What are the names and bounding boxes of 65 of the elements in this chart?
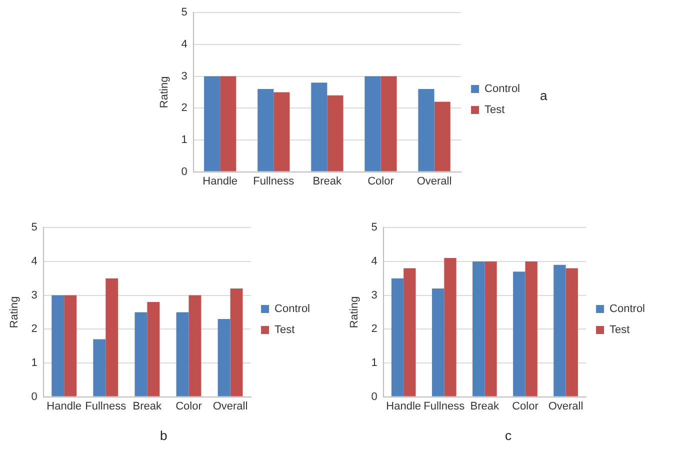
bar (134, 312, 148, 396)
x-tick-label: Color (512, 400, 539, 412)
y-tick-label: 3 (371, 289, 378, 302)
y-tick-label: 0 (181, 166, 188, 178)
x-tick-label: Handle (46, 400, 82, 412)
x-tick-label: Color (176, 400, 202, 412)
y-tick-label: 1 (371, 356, 378, 369)
text: a (540, 88, 548, 103)
y-tick-label: 1 (31, 356, 38, 369)
bar (230, 288, 243, 396)
y-tick-label: 2 (31, 323, 38, 336)
bar (434, 102, 450, 172)
y-axis-title: Rating (8, 296, 21, 328)
y-tick-label: 5 (371, 222, 378, 234)
x-tick-label: Overall (548, 400, 584, 412)
bar (64, 295, 77, 396)
y-tick-label: 5 (181, 6, 188, 19)
x-tick-label: Break (312, 175, 342, 188)
bar (258, 89, 274, 172)
x-tick-label: Handle (386, 400, 422, 412)
y-tick-label: 2 (371, 323, 378, 336)
y-tick-label: 1 (181, 134, 188, 146)
bar (311, 82, 328, 172)
y-tick-label: 3 (181, 70, 188, 82)
x-tick-label: Fullness (424, 400, 466, 412)
y-tick-label: 2 (181, 102, 188, 114)
y-tick-label: 4 (371, 255, 378, 268)
x-tick-label: Fullness (85, 400, 127, 412)
bar (147, 302, 160, 396)
legend-label: Test (274, 324, 295, 336)
text: b (160, 428, 168, 443)
bar (380, 76, 397, 172)
bar (106, 278, 118, 396)
legend-label: Control (610, 303, 646, 316)
x-tick-label: Overall (416, 175, 452, 188)
bar (220, 76, 236, 172)
x-tick-label: Break (470, 400, 500, 412)
y-tick-label: 0 (31, 390, 38, 403)
bar (52, 295, 64, 396)
bar (364, 76, 381, 172)
bar (188, 295, 202, 396)
legend-label: Control (274, 303, 310, 316)
y-tick-label: 4 (31, 255, 38, 268)
bar (274, 92, 290, 172)
y-tick-label: 4 (181, 38, 188, 50)
y-tick-label: 3 (31, 289, 38, 302)
x-tick-label: Break (132, 400, 162, 412)
y-tick-label: 5 (31, 222, 38, 234)
text: c (505, 428, 512, 443)
x-tick-label: Color (368, 175, 394, 188)
bar (327, 95, 344, 172)
x-tick-label: Handle (202, 175, 238, 188)
bar (93, 339, 106, 396)
legend-label: Test (610, 324, 630, 336)
y-tick-label: 0 (371, 390, 378, 403)
legend-label: Test (484, 104, 505, 116)
bar (418, 89, 434, 172)
x-tick-label: Fullness (253, 175, 295, 188)
x-tick-label: Overall (212, 400, 248, 412)
legend-label: Control (484, 83, 520, 96)
bar (204, 76, 220, 172)
bar (176, 312, 189, 396)
y-axis-title: Rating (348, 296, 361, 328)
y-axis-title: Rating (158, 76, 171, 108)
bar (218, 318, 230, 396)
